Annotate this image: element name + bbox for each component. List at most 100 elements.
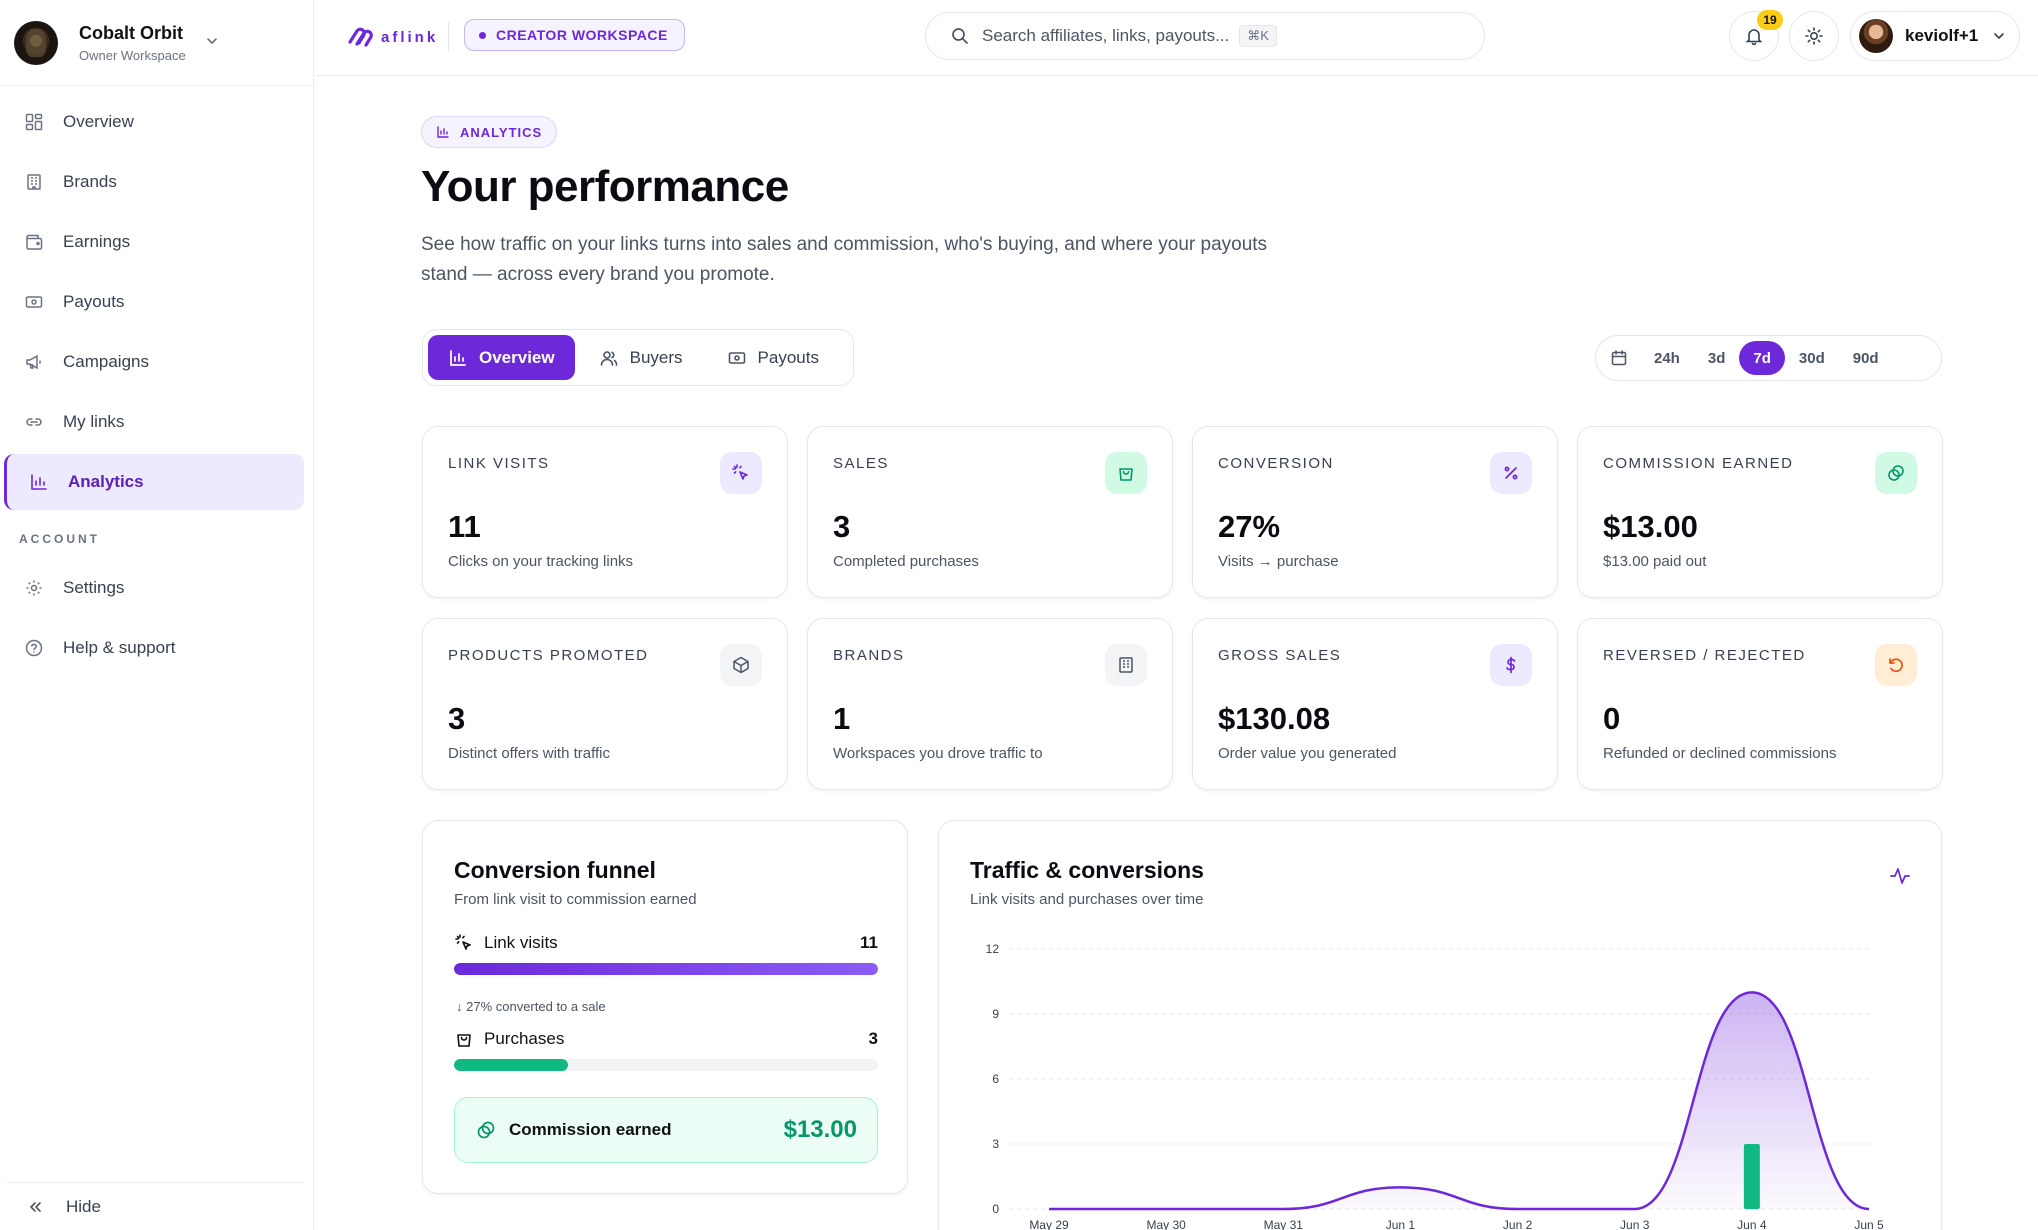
sidebar-item-label: Campaigns — [63, 352, 149, 371]
sidebar-item-payouts[interactable]: Payouts — [4, 274, 304, 330]
funnel-row-visits: Link visits 11 — [454, 933, 878, 953]
range-option-90d[interactable]: 90d — [1852, 349, 1879, 367]
stat-subtext: Refunded or declined commissions — [1603, 745, 1837, 762]
status-dot — [479, 31, 486, 39]
sidebar-item-label: Analytics — [68, 472, 144, 491]
grid-icon — [25, 113, 43, 131]
commission-earned-box: Commission earned $13.00 — [454, 1097, 878, 1163]
series-line-visits — [1049, 991, 1870, 1211]
user-name: keviolf+1 — [1905, 26, 1979, 45]
range-option-30d[interactable]: 30d — [1798, 349, 1825, 367]
stat-card-brands: BRANDS 1 Workspaces you drove traffic to — [807, 618, 1173, 790]
tab-buyers[interactable]: Buyers — [579, 335, 703, 380]
logo-text: aflink — [381, 28, 439, 46]
coins-icon — [477, 1121, 495, 1139]
building-icon — [27, 174, 41, 190]
tab-label: Overview — [479, 347, 555, 367]
stat-subtext: Visits → purchase — [1218, 553, 1339, 570]
workspace-badge[interactable]: CREATOR WORKSPACE — [464, 19, 685, 51]
hide-label: Hide — [66, 1196, 101, 1216]
y-tick-label: 12 — [986, 942, 1000, 956]
logo-mark-icon — [348, 27, 373, 47]
sidebar-item-my-links[interactable]: My links — [4, 394, 304, 450]
user-menu-button[interactable]: keviolf+1 — [1850, 11, 2020, 61]
search-input[interactable]: Search affiliates, links, payouts... ⌘K — [925, 12, 1485, 60]
stat-value: 27% — [1218, 509, 1281, 544]
stat-card-gross-sales: GROSS SALES $130.08 Order value you gene… — [1192, 618, 1558, 790]
sidebar-item-help[interactable]: Help & support — [4, 620, 304, 676]
tab-label: Payouts — [757, 347, 819, 367]
sidebar-item-analytics[interactable]: Analytics — [4, 454, 304, 510]
top-bar: aflink CREATOR WORKSPACE Search affiliat… — [315, 0, 2038, 76]
sidebar-item-label: Payouts — [63, 292, 125, 311]
workspace-badge-label: CREATOR WORKSPACE — [496, 27, 668, 43]
analytics-badge: ANALYTICS — [421, 116, 558, 148]
range-option-3d[interactable]: 3d — [1707, 349, 1726, 367]
sidebar-item-label: Earnings — [63, 232, 131, 251]
hide-sidebar-button[interactable]: Hide — [6, 1182, 304, 1230]
stat-value: 3 — [448, 701, 466, 736]
stat-label: BRANDS — [833, 647, 905, 664]
workspace-name: Cobalt Orbit — [79, 22, 183, 43]
stat-subtext: Workspaces you drove traffic to — [833, 745, 1043, 762]
main-nav: Overview Brands Earnings Payouts Campaig… — [4, 94, 304, 514]
building-icon — [1105, 644, 1147, 686]
x-tick-label: Jun 1 — [1386, 1218, 1416, 1230]
commission-value: $13.00 — [783, 1116, 857, 1143]
x-tick-label: Jun 4 — [1737, 1218, 1767, 1230]
coins-icon — [1875, 452, 1917, 494]
shopping-bag-icon — [1105, 452, 1147, 494]
stat-card-link-visits: LINK VISITS 11 Clicks on your tracking l… — [422, 426, 788, 598]
stat-label: LINK VISITS — [448, 455, 550, 472]
help-circle-icon — [25, 639, 43, 657]
tab-payouts[interactable]: Payouts — [707, 335, 839, 380]
gear-icon — [26, 580, 42, 596]
divider — [448, 22, 449, 52]
conversion-funnel-panel: Conversion funnel From link visit to com… — [422, 820, 908, 1194]
x-tick-label: Jun 2 — [1503, 1218, 1533, 1230]
sidebar-item-brands[interactable]: Brands — [4, 154, 304, 210]
sidebar-item-campaigns[interactable]: Campaigns — [4, 334, 304, 390]
sidebar-item-settings[interactable]: Settings — [4, 560, 304, 616]
notifications-button[interactable]: 19 — [1729, 10, 1783, 61]
stat-label: PRODUCTS PROMOTED — [448, 647, 649, 664]
stat-subtext: Order value you generated — [1218, 745, 1397, 762]
analytics-badge-label: ANALYTICS — [460, 124, 543, 140]
bar-chart-icon — [437, 126, 449, 138]
megaphone-icon — [26, 354, 41, 370]
chevrons-left-icon — [30, 1201, 41, 1212]
stat-label: CONVERSION — [1218, 455, 1334, 472]
sidebar-item-earnings[interactable]: Earnings — [4, 214, 304, 270]
page-title: Your performance — [421, 162, 789, 211]
calendar-icon — [1611, 350, 1627, 366]
range-option-24h[interactable]: 24h — [1654, 349, 1680, 367]
search-shortcut: ⌘K — [1239, 25, 1277, 47]
workspace-avatar — [14, 20, 58, 65]
sidebar: Cobalt Orbit Owner Workspace Overview Br… — [0, 0, 314, 1230]
tab-overview[interactable]: Overview — [428, 335, 575, 380]
stat-value: 1 — [833, 701, 851, 736]
panel-subtitle: From link visit to commission earned — [454, 891, 697, 908]
funnel-bar-purchases — [454, 1059, 878, 1071]
theme-toggle-button[interactable] — [1789, 11, 1839, 61]
stat-value: 11 — [448, 509, 481, 544]
sidebar-item-overview[interactable]: Overview — [4, 94, 304, 150]
panel-title: Conversion funnel — [454, 857, 656, 883]
search-placeholder: Search affiliates, links, payouts... — [982, 26, 1230, 45]
stat-subtext: Distinct offers with traffic — [448, 745, 610, 762]
rotate-ccw-icon — [1875, 644, 1917, 686]
sidebar-item-label: Help & support — [63, 638, 176, 657]
funnel-bar-fill — [454, 963, 878, 975]
stat-value: 0 — [1603, 701, 1621, 736]
range-option-7d[interactable]: 7d — [1739, 341, 1785, 375]
analytics-tabs: Overview Buyers Payouts — [422, 329, 854, 386]
stat-card-reversed-rejected: REVERSED / REJECTED 0 Refunded or declin… — [1577, 618, 1943, 790]
users-icon — [600, 350, 617, 366]
y-tick-label: 6 — [992, 1072, 999, 1086]
funnel-bar-fill — [454, 1059, 569, 1071]
logo[interactable]: aflink — [345, 22, 438, 52]
y-tick-label: 3 — [992, 1137, 999, 1151]
workspace-switcher[interactable]: Cobalt Orbit Owner Workspace — [0, 0, 314, 86]
sidebar-item-label: My links — [63, 412, 125, 431]
account-nav: Settings Help & support — [4, 560, 304, 680]
